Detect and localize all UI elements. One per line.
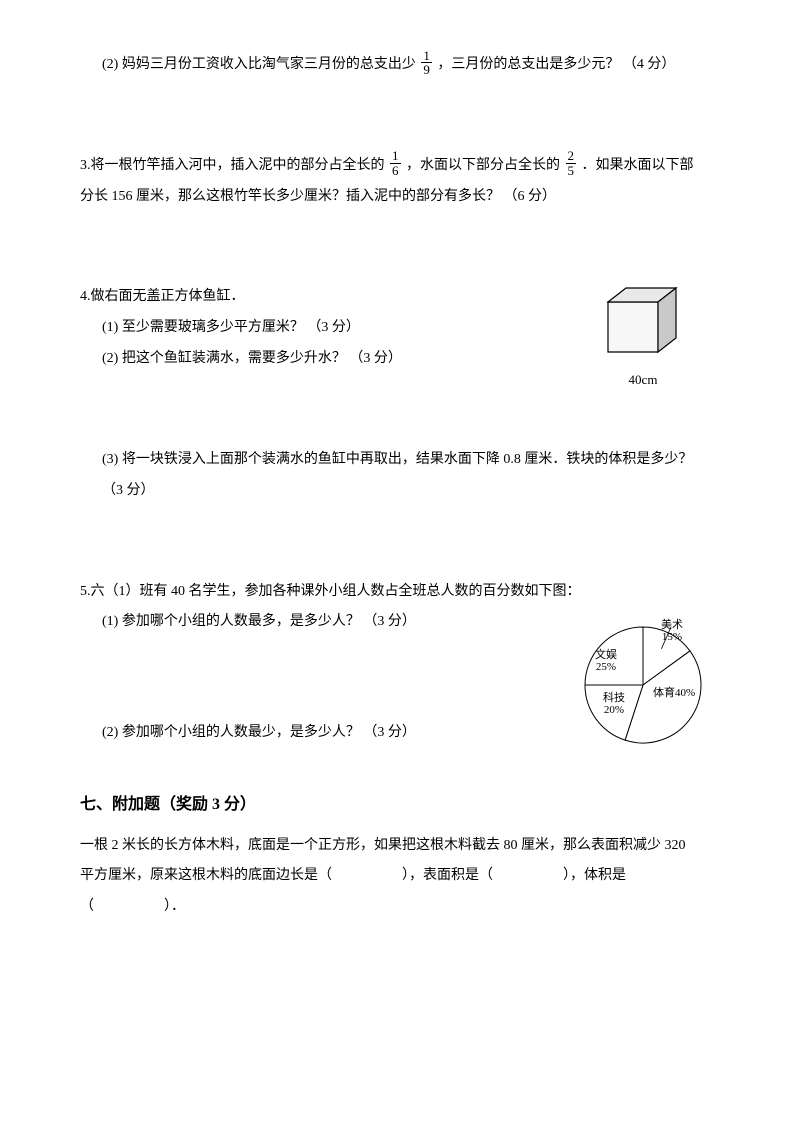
q5-s2: (2) 参加哪个小组的人数最少，是多少人？ （3 分） xyxy=(80,718,513,749)
fraction-2-5: 2 5 xyxy=(566,149,577,177)
q4-s3: (3) 将一块铁浸入上面那个装满水的鱼缸中再取出，结果水面下降 0.8 厘米．铁… xyxy=(80,445,713,507)
q3-line1: 3.将一根竹竿插入河中，插入泥中的部分占全长的 1 6 ，水面以下部分占全长的 … xyxy=(80,151,713,182)
exam-page: (2) 妈妈三月份工资收入比淘气家三月份的总支出少 1 9 ，三月份的总支出是多… xyxy=(0,0,793,1122)
cube-svg xyxy=(598,282,688,362)
q3-line2: 分长 156 厘米，那么这根竹竿长多少厘米？插入泥中的部分有多长？ （6 分） xyxy=(80,182,713,213)
bonus-line1: 一根 2 米长的长方体木料，底面是一个正方形，如果把这根木料截去 80 厘米，那… xyxy=(80,831,713,862)
q5: 5.六（1）班有 40 名学生，参加各种课外小组人数占全班总人数的百分数如下图：… xyxy=(80,577,713,758)
cube-figure: 40cm xyxy=(573,282,713,395)
q2-sub2: (2) 妈妈三月份工资收入比淘气家三月份的总支出少 1 9 ，三月份的总支出是多… xyxy=(80,50,713,81)
pie-label-art: 美术 15% xyxy=(661,619,683,643)
bonus-line2: 平方厘米，原来这根木料的底面边长是（），表面积是（），体积是 xyxy=(80,861,713,892)
q4: 4.做右面无盖正方体鱼缸． (1) 至少需要玻璃多少平方厘米？ （3 分） (2… xyxy=(80,282,713,395)
q5-s1: (1) 参加哪个小组的人数最多，是多少人？ （3 分） xyxy=(80,607,513,638)
q4-title: 4.做右面无盖正方体鱼缸． xyxy=(80,282,573,313)
bonus-heading: 七、附加题（奖励 3 分） xyxy=(80,787,713,822)
bonus-line3: （）． xyxy=(80,892,713,923)
q3: 3.将一根竹竿插入河中，插入泥中的部分占全长的 1 6 ，水面以下部分占全长的 … xyxy=(80,151,713,213)
q4-s2: (2) 把这个鱼缸装满水，需要多少升水？ （3 分） xyxy=(80,344,573,375)
pie-label-arts: 文娱 25% xyxy=(595,649,617,673)
cube-label: 40cm xyxy=(573,366,713,395)
q2-sub2-prefix: (2) 妈妈三月份工资收入比淘气家三月份的总支出少 xyxy=(102,57,416,72)
q2-sub2-suffix: ，三月份的总支出是多少元？ （4 分） xyxy=(437,57,675,72)
fraction-1-6: 1 6 xyxy=(390,149,401,177)
pie-label-tech: 科技 20% xyxy=(603,692,625,716)
pie-label-pe: 体育40% xyxy=(653,687,695,699)
q4-s1: (1) 至少需要玻璃多少平方厘米？ （3 分） xyxy=(80,313,573,344)
fraction-1-9: 1 9 xyxy=(421,49,432,77)
pie-figure: 美术 15% 体育40% 科技 20% 文娱 25% xyxy=(513,607,713,757)
q5-title: 5.六（1）班有 40 名学生，参加各种课外小组人数占全班总人数的百分数如下图： xyxy=(80,577,713,608)
pie-chart-svg xyxy=(533,607,713,757)
